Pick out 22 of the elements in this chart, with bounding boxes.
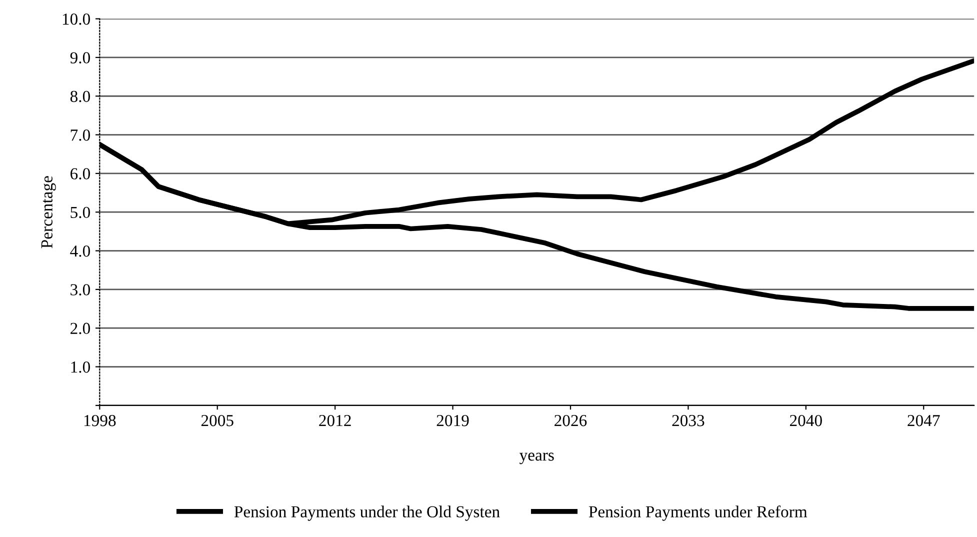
x-tick-label: 2033 xyxy=(672,414,704,426)
y-tick-label: 9.0 xyxy=(70,52,90,64)
y-tick-label: 6.0 xyxy=(70,168,90,180)
y-tick-label: 8.0 xyxy=(70,90,90,102)
x-tick-label: 1998 xyxy=(84,414,116,426)
x-tick-label: 2026 xyxy=(554,414,587,426)
x-tick-label: 2047 xyxy=(908,414,940,426)
x-tick-label: 2019 xyxy=(436,414,469,426)
legend-label: Pension Payments under Reform xyxy=(588,505,808,521)
x-axis-title: years xyxy=(519,452,554,464)
y-tick-label: 1.0 xyxy=(71,361,90,373)
x-tick-label: 2040 xyxy=(790,414,822,426)
y-tick-label: 5.0 xyxy=(70,206,90,218)
y-tick-label: 2.0 xyxy=(70,322,90,334)
y-tick-label: 10.0 xyxy=(62,13,90,25)
y-tick-label: 3.0 xyxy=(70,284,90,296)
x-tick-label: 2012 xyxy=(319,414,351,426)
y-tick-label: 7.0 xyxy=(70,129,90,141)
y-tick-label: 4.0 xyxy=(70,245,90,257)
x-tick-label: 2005 xyxy=(201,414,234,426)
y-axis-title: Percentage xyxy=(41,176,56,248)
legend-label: Pension Payments under the Old Systen xyxy=(234,506,500,521)
